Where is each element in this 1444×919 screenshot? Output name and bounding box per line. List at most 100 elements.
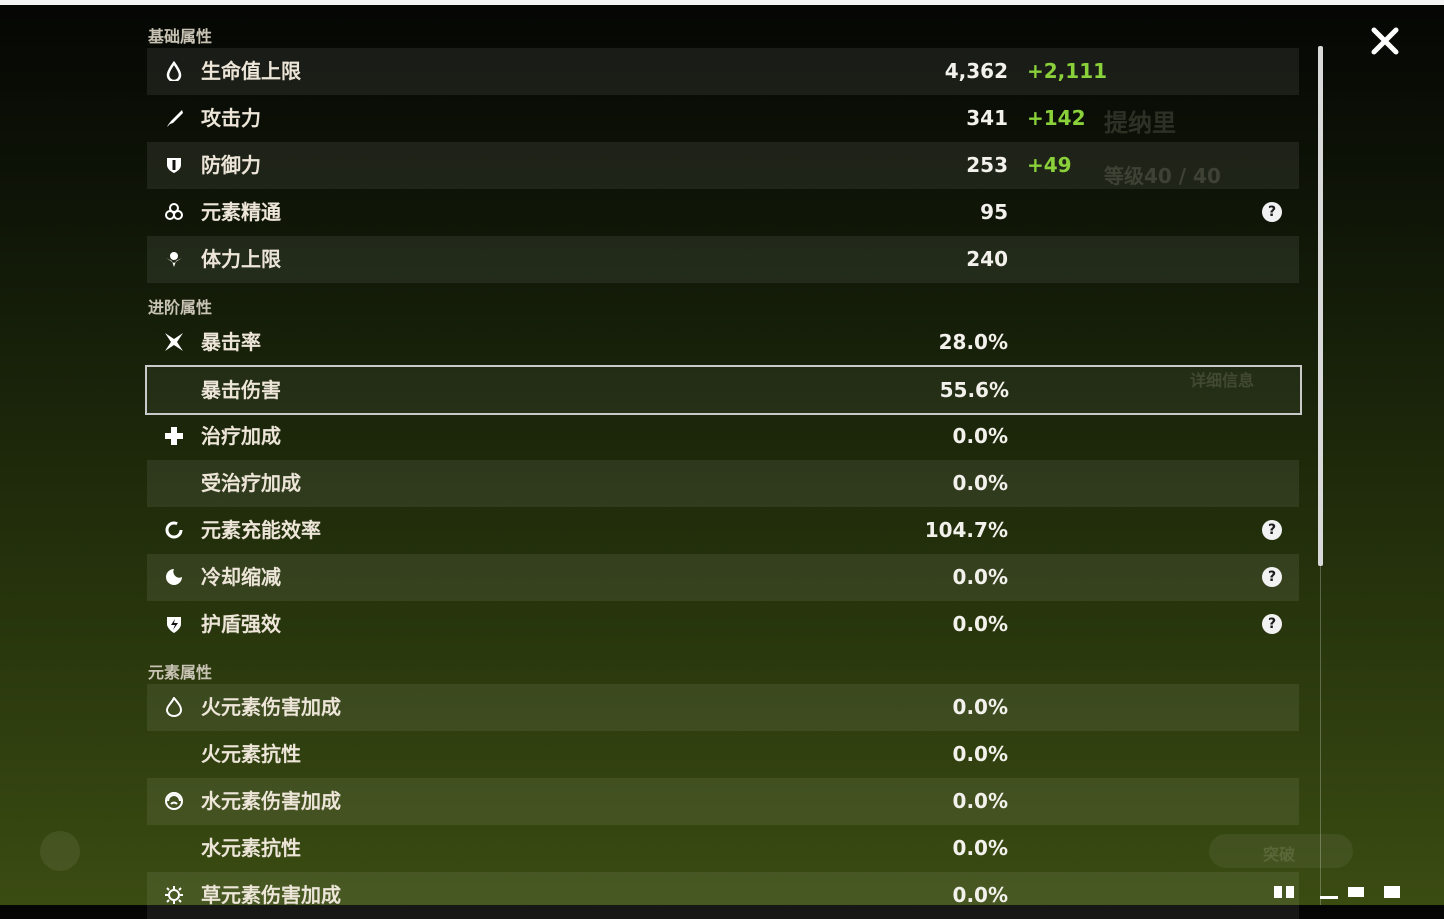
attribute-name: 体力上限 xyxy=(201,247,281,271)
help-button[interactable]: ? xyxy=(1262,614,1282,634)
ascend-label: 突破 xyxy=(1263,845,1296,864)
attribute-value: 341 xyxy=(966,106,1008,130)
attribute-icon xyxy=(164,520,184,544)
menu-button xyxy=(40,831,80,871)
icon-graphic xyxy=(166,60,182,83)
attribute-name: 冷却缩减 xyxy=(201,565,281,589)
attribute-row[interactable]: 攻击力 341 +142 xyxy=(147,95,1299,142)
icon-graphic xyxy=(165,792,183,810)
attribute-row[interactable]: 草元素伤害加成 0.0% xyxy=(147,872,1299,919)
attribute-name: 元素充能效率 xyxy=(201,518,321,542)
attribute-row[interactable]: 暴击伤害 55.6% xyxy=(145,365,1302,415)
attribute-name: 防御力 xyxy=(201,153,261,177)
attribute-value: 240 xyxy=(966,247,1008,271)
attribute-icon xyxy=(164,696,184,721)
attribute-name: 暴击率 xyxy=(201,330,261,354)
icon-graphic xyxy=(166,252,182,267)
help-button[interactable]: ? xyxy=(1262,567,1282,587)
attribute-value: 0.0% xyxy=(952,612,1008,636)
attribute-name: 元素精通 xyxy=(201,200,281,224)
attribute-value: 104.7% xyxy=(924,518,1008,542)
attribute-value: 0.0% xyxy=(952,742,1008,766)
attribute-name: 治疗加成 xyxy=(201,424,281,448)
details-button: 详细信息 xyxy=(1190,371,1255,390)
attribute-row[interactable]: 水元素抗性 0.0% xyxy=(147,825,1299,872)
close-icon xyxy=(1371,27,1399,55)
icon-graphic xyxy=(167,110,183,127)
attribute-value: 0.0% xyxy=(952,424,1008,448)
attribute-row[interactable]: 暴击率 28.0% xyxy=(147,319,1299,366)
character-level: 等级40 / 40 xyxy=(1104,164,1221,188)
attribute-icon xyxy=(164,202,184,226)
attribute-row[interactable]: 治疗加成 0.0% xyxy=(147,413,1299,460)
attribute-name: 受治疗加成 xyxy=(201,471,301,495)
attribute-value: 28.0% xyxy=(938,330,1008,354)
attribute-icon xyxy=(164,885,184,909)
attribute-row[interactable]: 生命值上限 4,362 +2,111 xyxy=(147,48,1299,95)
section-title: 基础属性 xyxy=(148,27,213,46)
attribute-icon xyxy=(164,426,184,450)
attribute-name: 火元素抗性 xyxy=(201,742,301,766)
icon-graphic xyxy=(165,203,183,220)
section-title: 元素属性 xyxy=(148,663,213,682)
attribute-icon xyxy=(164,108,184,132)
icon-graphic xyxy=(165,333,183,351)
attribute-name: 草元素伤害加成 xyxy=(201,883,341,907)
icon-graphic xyxy=(165,521,183,539)
icon-graphic xyxy=(165,427,183,445)
attribute-icon xyxy=(164,567,184,591)
section-title: 进阶属性 xyxy=(148,298,213,317)
attribute-row[interactable]: 防御力 253 +49 xyxy=(147,142,1299,189)
attribute-name: 暴击伤害 xyxy=(201,378,281,402)
attribute-value: 0.0% xyxy=(952,565,1008,589)
attribute-icon xyxy=(164,614,184,638)
icon-graphic xyxy=(167,158,181,173)
attribute-name: 火元素伤害加成 xyxy=(201,695,341,719)
attribute-value: 0.0% xyxy=(952,695,1008,719)
help-button[interactable]: ? xyxy=(1262,520,1282,540)
attribute-row[interactable]: 护盾强效 0.0%? xyxy=(147,601,1299,648)
attribute-name: 生命值上限 xyxy=(201,59,301,83)
attribute-row[interactable]: 火元素伤害加成 0.0% xyxy=(147,684,1299,731)
scrollbar-track xyxy=(1320,566,1321,905)
attribute-row[interactable]: 火元素抗性 0.0% xyxy=(147,731,1299,778)
attribute-row[interactable]: 元素精通 95? xyxy=(147,189,1299,236)
attribute-value: 4,362 xyxy=(944,59,1008,83)
attribute-value: 95 xyxy=(980,200,1008,224)
help-button[interactable]: ? xyxy=(1262,202,1282,222)
close-button[interactable] xyxy=(1370,26,1400,56)
attribute-icon xyxy=(164,60,184,85)
attribute-name: 护盾强效 xyxy=(201,612,281,636)
icon-graphic xyxy=(165,696,183,717)
character-name: 提纳里 xyxy=(1104,109,1176,137)
attribute-value: 253 xyxy=(966,153,1008,177)
attribute-value: 55.6% xyxy=(939,378,1009,402)
attribute-row[interactable]: 受治疗加成 0.0% xyxy=(147,460,1299,507)
attribute-value: 0.0% xyxy=(952,789,1008,813)
scrollbar-thumb xyxy=(1318,46,1323,566)
attribute-bonus: +49 xyxy=(1027,153,1072,177)
attribute-row[interactable]: 体力上限 240 xyxy=(147,236,1299,283)
attribute-icon xyxy=(164,332,184,356)
attribute-name: 攻击力 xyxy=(201,106,261,130)
attribute-bonus: +142 xyxy=(1027,106,1086,130)
attribute-icon xyxy=(164,155,184,179)
ascend-button: 突破 xyxy=(1209,834,1353,868)
icon-graphic xyxy=(165,886,183,904)
window-bar xyxy=(0,0,1444,5)
attribute-value: 0.0% xyxy=(952,471,1008,495)
attribute-name: 水元素抗性 xyxy=(201,836,301,860)
attribute-row[interactable]: 冷却缩减 0.0%? xyxy=(147,554,1299,601)
attribute-value: 0.0% xyxy=(952,836,1008,860)
attribute-value: 0.0% xyxy=(952,883,1008,907)
attribute-icon xyxy=(164,249,184,273)
attribute-icon xyxy=(164,791,184,815)
attribute-name: 水元素伤害加成 xyxy=(201,789,341,813)
attribute-row[interactable]: 元素充能效率 104.7%? xyxy=(147,507,1299,554)
attribute-bonus: +2,111 xyxy=(1027,59,1108,83)
status-icons xyxy=(1274,886,1400,899)
icon-graphic xyxy=(166,569,182,585)
icon-graphic xyxy=(167,617,181,633)
attribute-row[interactable]: 水元素伤害加成 0.0% xyxy=(147,778,1299,825)
